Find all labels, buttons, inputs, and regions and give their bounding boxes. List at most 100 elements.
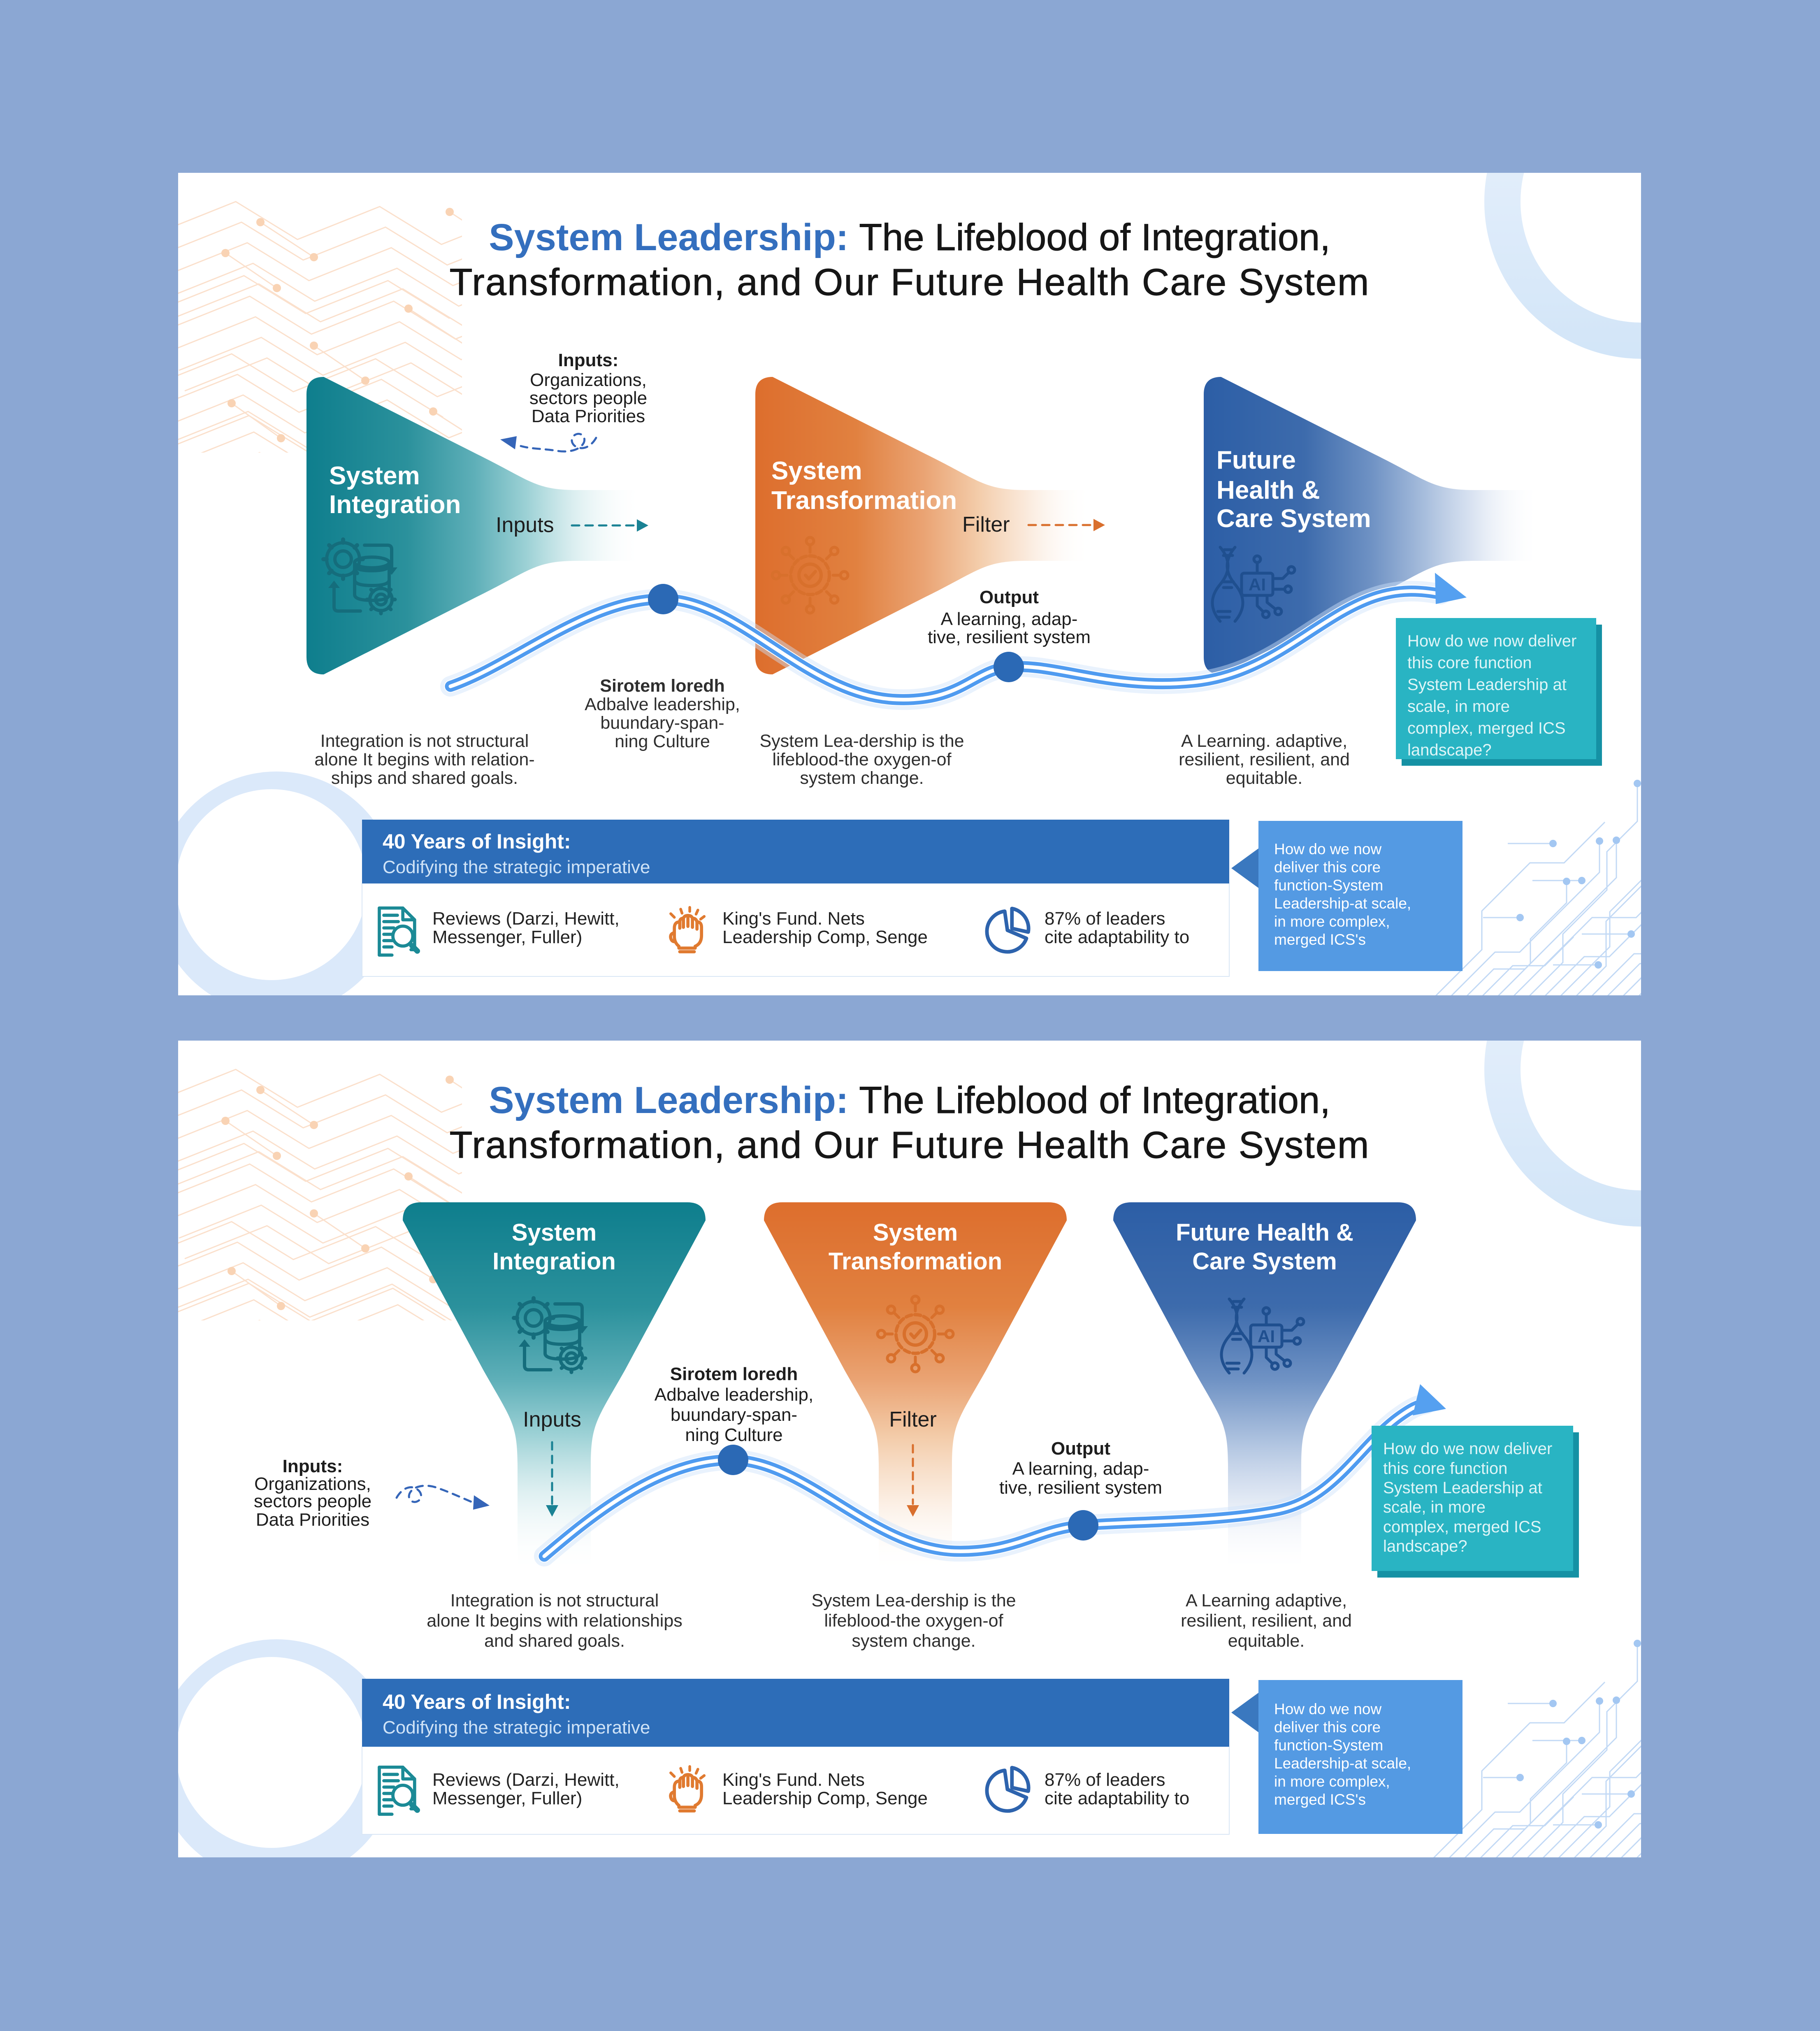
svg-text:A Learning adaptive,: A Learning adaptive, [1186,1591,1347,1610]
svg-text:merged ICS's: merged ICS's [1274,931,1366,948]
svg-text:alone It begins with relations: alone It begins with relationships [427,1611,682,1631]
svg-text:Filter: Filter [889,1408,937,1431]
svg-text:King's Fund. Nets: King's Fund. Nets [722,1770,865,1790]
svg-text:87% of leaders: 87% of leaders [1045,1770,1165,1790]
svg-text:Data Priorities: Data Priorities [256,1510,369,1530]
svg-text:System Lea-dership is the: System Lea-dership is the [811,1591,1016,1610]
svg-text:Integration is not structural: Integration is not structural [450,1591,659,1610]
svg-text:cite adaptability to: cite adaptability to [1045,1788,1189,1808]
svg-text:Reviews (Darzi, Hewitt,: Reviews (Darzi, Hewitt, [432,909,620,929]
svg-text:tive, resilient system: tive, resilient system [928,627,1091,647]
svg-text:deliver this core: deliver this core [1274,859,1381,876]
svg-text:A Learning. adaptive,: A Learning. adaptive, [1181,731,1347,751]
svg-text:System Leadership at: System Leadership at [1407,676,1567,694]
svg-text:How do we now deliver: How do we now deliver [1383,1440,1552,1458]
svg-text:Transformation, and Our Future: Transformation, and Our Future Health Ca… [450,261,1370,303]
svg-text:scale, in more: scale, in more [1383,1498,1486,1516]
svg-text:40 Years of Insight:: 40 Years of Insight: [383,1690,571,1713]
svg-text:Integration: Integration [492,1248,616,1275]
svg-text:function-System: function-System [1274,1737,1383,1754]
svg-text:lifeblood-the oxygen-of: lifeblood-the oxygen-of [824,1611,1003,1631]
svg-text:A learning, adap-: A learning, adap- [1012,1459,1149,1479]
svg-text:landscape?: landscape? [1407,741,1492,759]
svg-text:Output: Output [1051,1438,1111,1459]
svg-text:sectors people: sectors people [254,1491,371,1511]
svg-text:lifeblood-the oxygen-of: lifeblood-the oxygen-of [772,750,952,769]
svg-text:Codifying the strategic impera: Codifying the strategic imperative [383,857,650,877]
svg-text:in more complex,: in more complex, [1274,1773,1390,1790]
svg-text:Integration: Integration [329,490,461,519]
svg-text:How do we now: How do we now [1274,841,1381,857]
svg-text:Care System: Care System [1216,504,1371,533]
svg-text:Output: Output [980,587,1039,607]
svg-text:Inputs: Inputs [523,1408,581,1431]
svg-text:Organizations,: Organizations, [530,370,647,390]
svg-text:Care System: Care System [1192,1248,1337,1275]
svg-text:Sirotem loredh: Sirotem loredh [600,676,724,696]
svg-text:landscape?: landscape? [1383,1537,1467,1555]
svg-text:Leadership Comp, Senge: Leadership Comp, Senge [722,927,928,947]
svg-text:System Leadership: The Lifeblo: System Leadership: The Lifeblood of Inte… [489,1079,1330,1121]
svg-text:Messenger, Fuller): Messenger, Fuller) [432,927,582,947]
svg-text:King's Fund. Nets: King's Fund. Nets [722,909,865,929]
svg-text:scale, in more: scale, in more [1407,697,1510,716]
svg-text:Future: Future [1216,446,1296,474]
svg-text:System Leadership at: System Leadership at [1383,1479,1542,1497]
svg-text:Data Priorities: Data Priorities [532,406,645,426]
svg-text:40 Years of Insight:: 40 Years of Insight: [383,830,571,853]
svg-text:this core function: this core function [1407,654,1532,672]
svg-text:this core function: this core function [1383,1459,1507,1478]
svg-text:Leadership Comp, Senge: Leadership Comp, Senge [722,1788,928,1808]
svg-text:System Lea-dership is the: System Lea-dership is the [759,731,964,751]
svg-text:Future Health &: Future Health & [1176,1219,1353,1246]
svg-text:Integration is not structural: Integration is not structural [320,731,529,751]
svg-text:ning Culture: ning Culture [615,732,710,751]
svg-text:and shared goals.: and shared goals. [484,1631,625,1651]
svg-text:Sirotem loredh: Sirotem loredh [670,1364,798,1384]
svg-text:resilient, resilient, and: resilient, resilient, and [1181,1611,1352,1631]
svg-text:deliver this core: deliver this core [1274,1719,1381,1736]
svg-text:Transformation, and Our Future: Transformation, and Our Future Health Ca… [450,1124,1370,1166]
svg-text:system change.: system change. [852,1631,975,1651]
svg-text:System: System [873,1219,958,1246]
svg-text:alone It begins with relation-: alone It begins with relation- [314,750,534,769]
svg-text:complex, merged ICS: complex, merged ICS [1407,719,1566,737]
svg-text:Leadership-at scale,: Leadership-at scale, [1274,895,1411,912]
svg-text:tive, resilient system: tive, resilient system [999,1478,1162,1498]
svg-text:Inputs: Inputs [496,513,554,537]
svg-text:resilient, resilient, and: resilient, resilient, and [1179,750,1350,769]
svg-text:sectors people: sectors people [529,388,647,408]
svg-text:equitable.: equitable. [1228,1631,1305,1651]
svg-text:buundary-span-: buundary-span- [600,713,724,733]
svg-text:Transformation: Transformation [771,486,957,515]
svg-text:Filter: Filter [962,513,1010,537]
svg-text:Health &: Health & [1216,476,1320,504]
svg-text:System: System [329,462,420,490]
svg-text:87% of leaders: 87% of leaders [1045,909,1165,929]
svg-text:Inputs:: Inputs: [283,1456,343,1476]
svg-text:System: System [512,1219,597,1246]
svg-text:function-System: function-System [1274,877,1383,894]
svg-text:System: System [771,457,862,485]
svg-text:in more complex,: in more complex, [1274,913,1390,930]
svg-text:Inputs:: Inputs: [558,350,619,370]
svg-text:Leadership-at scale,: Leadership-at scale, [1274,1755,1411,1772]
svg-text:ning Culture: ning Culture [685,1425,782,1445]
svg-text:How do we now: How do we now [1274,1701,1381,1717]
svg-text:cite adaptability to: cite adaptability to [1045,927,1189,947]
svg-text:buundary-span-: buundary-span- [671,1405,797,1425]
svg-text:equitable.: equitable. [1226,768,1303,788]
svg-text:Messenger, Fuller): Messenger, Fuller) [432,1788,582,1808]
svg-text:Transformation: Transformation [829,1248,1002,1275]
svg-text:merged ICS's: merged ICS's [1274,1791,1366,1808]
svg-text:system change.: system change. [800,768,924,788]
svg-text:A learning, adap-: A learning, adap- [941,609,1078,629]
svg-text:Reviews (Darzi, Hewitt,: Reviews (Darzi, Hewitt, [432,1770,620,1790]
svg-text:System Leadership: The Lifeblo: System Leadership: The Lifeblood of Inte… [489,216,1330,258]
svg-text:Codifying the strategic impera: Codifying the strategic imperative [383,1717,650,1738]
svg-text:Organizations,: Organizations, [254,1474,371,1494]
svg-text:Adbalve leadership,: Adbalve leadership, [655,1385,813,1405]
svg-text:Adbalve leadership,: Adbalve leadership, [585,695,740,714]
svg-text:ships and shared goals.: ships and shared goals. [331,768,518,788]
svg-text:complex, merged ICS: complex, merged ICS [1383,1518,1541,1536]
